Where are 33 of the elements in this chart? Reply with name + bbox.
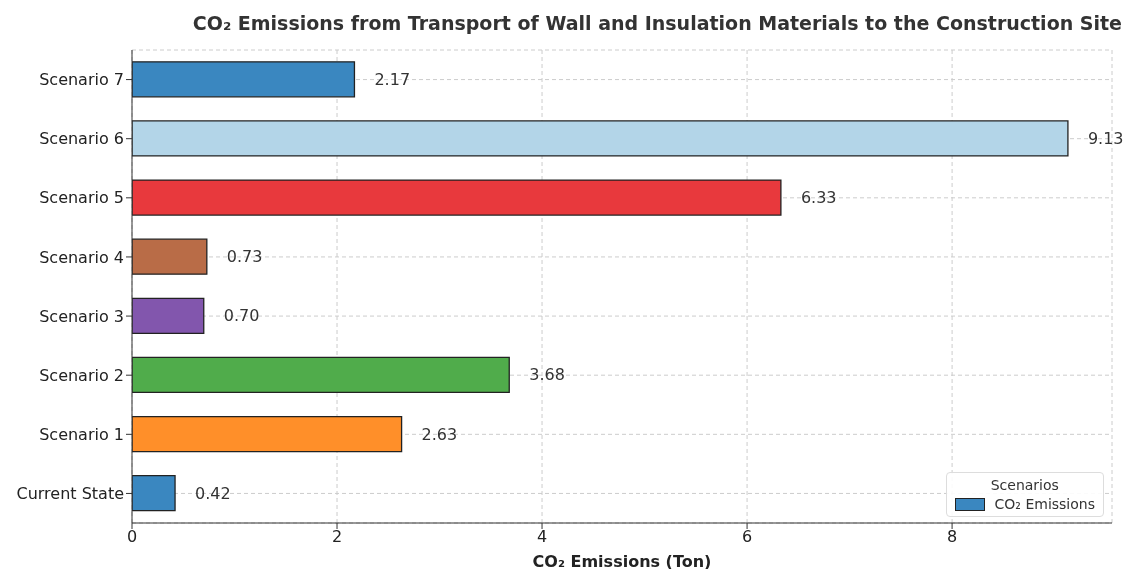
bar xyxy=(132,475,176,512)
chart-title: CO₂ Emissions from Transport of Wall and Insulation Materials to the Construction Site xyxy=(191,12,1123,34)
data-label: 2.17 xyxy=(374,69,411,89)
y-tick-label: Scenario 5 xyxy=(39,188,124,208)
y-tick-label: Scenario 4 xyxy=(39,247,124,267)
data-label: 6.33 xyxy=(800,188,837,208)
bar xyxy=(132,238,208,275)
data-label: 9.13 xyxy=(1087,128,1124,148)
data-label: 0.70 xyxy=(223,306,260,326)
bar xyxy=(132,61,356,98)
legend-title: Scenarios xyxy=(989,477,1060,493)
bar xyxy=(132,297,205,334)
bar xyxy=(132,356,510,394)
y-tick-label: Scenario 2 xyxy=(39,365,124,385)
bar xyxy=(132,179,782,216)
x-axis-title: CO₂ Emissions (Ton) xyxy=(532,552,712,569)
y-tick-label: Scenario 7 xyxy=(39,70,124,90)
data-label: 0.42 xyxy=(195,483,231,503)
x-tick-label: 2 xyxy=(331,527,343,547)
x-tick-label: 6 xyxy=(741,527,753,547)
y-tick-label: Scenario 3 xyxy=(39,306,124,326)
data-label: 2.63 xyxy=(421,424,458,444)
y-tick-label: Scenario 1 xyxy=(39,424,124,444)
data-label: 3.68 xyxy=(529,365,565,385)
bar xyxy=(132,415,403,453)
x-tick-label: 4 xyxy=(536,527,548,547)
x-tick-label: 0 xyxy=(126,527,138,547)
bar xyxy=(132,120,1069,157)
data-label: 0.73 xyxy=(226,247,263,267)
y-tick-label: Current State xyxy=(16,484,124,504)
y-tick-label: Scenario 6 xyxy=(39,129,124,149)
legend-label: CO₂ Emissions xyxy=(994,496,1095,512)
x-tick-label: 8 xyxy=(946,527,958,547)
